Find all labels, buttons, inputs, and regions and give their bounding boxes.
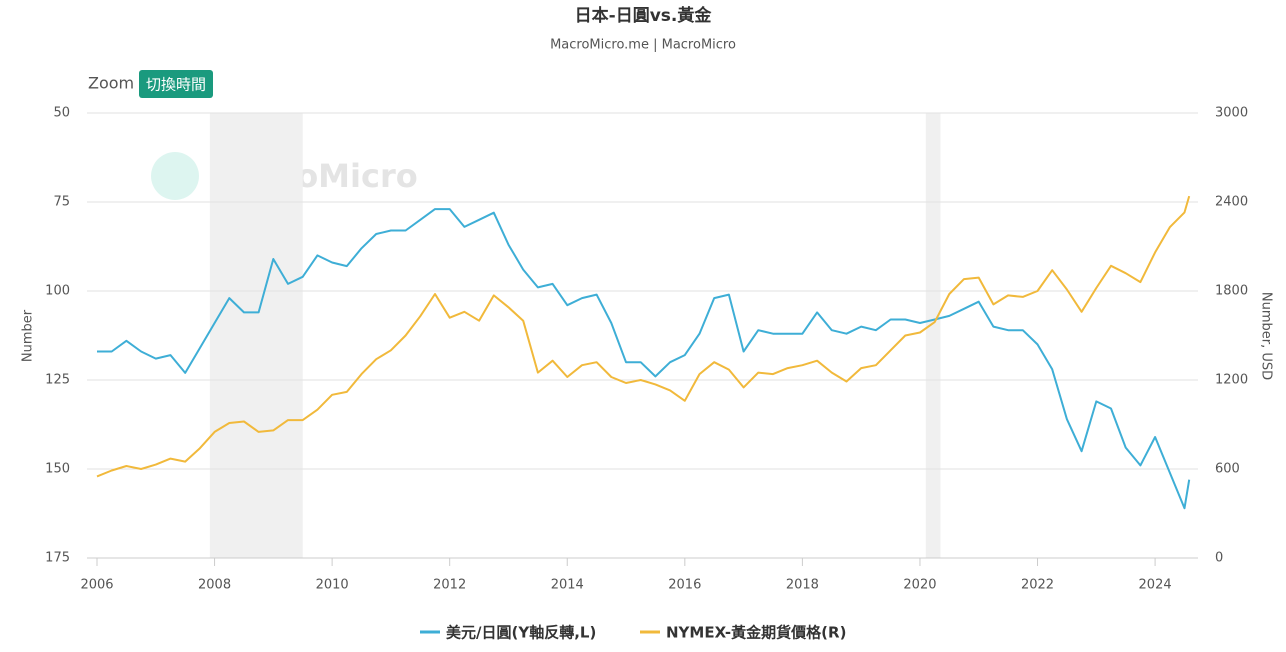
y-tick-label: 50 bbox=[53, 106, 70, 121]
x-tick-label: 2016 bbox=[668, 578, 701, 593]
y-axis-label: Number bbox=[21, 309, 36, 362]
y-tick-label: 75 bbox=[53, 195, 70, 210]
zoom-button[interactable] bbox=[139, 70, 213, 98]
x-tick-label: 2006 bbox=[80, 578, 113, 593]
x-tick-label: 2024 bbox=[1139, 578, 1172, 593]
legend-label[interactable]: 美元/日圓(Y軸反轉,L) bbox=[446, 624, 596, 642]
shaded-band bbox=[925, 113, 941, 558]
y-tick-label: 175 bbox=[45, 551, 70, 566]
y-tick-label: 125 bbox=[45, 373, 70, 388]
x-tick-label: 2012 bbox=[433, 578, 466, 593]
y2-axis-label: Number, USD bbox=[1259, 292, 1274, 380]
chart-subtitle: MacroMicro.me | MacroMicro bbox=[550, 38, 736, 53]
y2-tick-label: 2400 bbox=[1215, 195, 1248, 210]
series-line bbox=[97, 208, 1191, 510]
y2-tick-label: 600 bbox=[1215, 462, 1240, 477]
x-tick-label: 2014 bbox=[551, 578, 584, 593]
zoom-label: Zoom bbox=[88, 74, 134, 93]
y-tick-label: 100 bbox=[45, 284, 70, 299]
y2-tick-label: 0 bbox=[1215, 551, 1223, 566]
x-tick-label: 2008 bbox=[198, 578, 231, 593]
y2-tick-label: 3000 bbox=[1215, 106, 1248, 121]
y2-tick-label: 1800 bbox=[1215, 284, 1248, 299]
shaded-band bbox=[209, 113, 303, 558]
y-tick-label: 150 bbox=[45, 462, 70, 477]
x-tick-label: 2022 bbox=[1021, 578, 1054, 593]
x-tick-label: 2018 bbox=[786, 578, 819, 593]
zoom-button-label[interactable]: 切換時間 bbox=[146, 76, 206, 94]
series-line bbox=[96, 195, 1191, 478]
x-tick-label: 2020 bbox=[903, 578, 936, 593]
x-tick-label: 2010 bbox=[316, 578, 349, 593]
y2-tick-label: 1200 bbox=[1215, 373, 1248, 388]
legend-label[interactable]: NYMEX-黃金期貨價格(R) bbox=[666, 624, 846, 642]
chart-title: 日本-日圓vs.黃金 bbox=[575, 5, 713, 26]
watermark-logo bbox=[151, 152, 199, 200]
